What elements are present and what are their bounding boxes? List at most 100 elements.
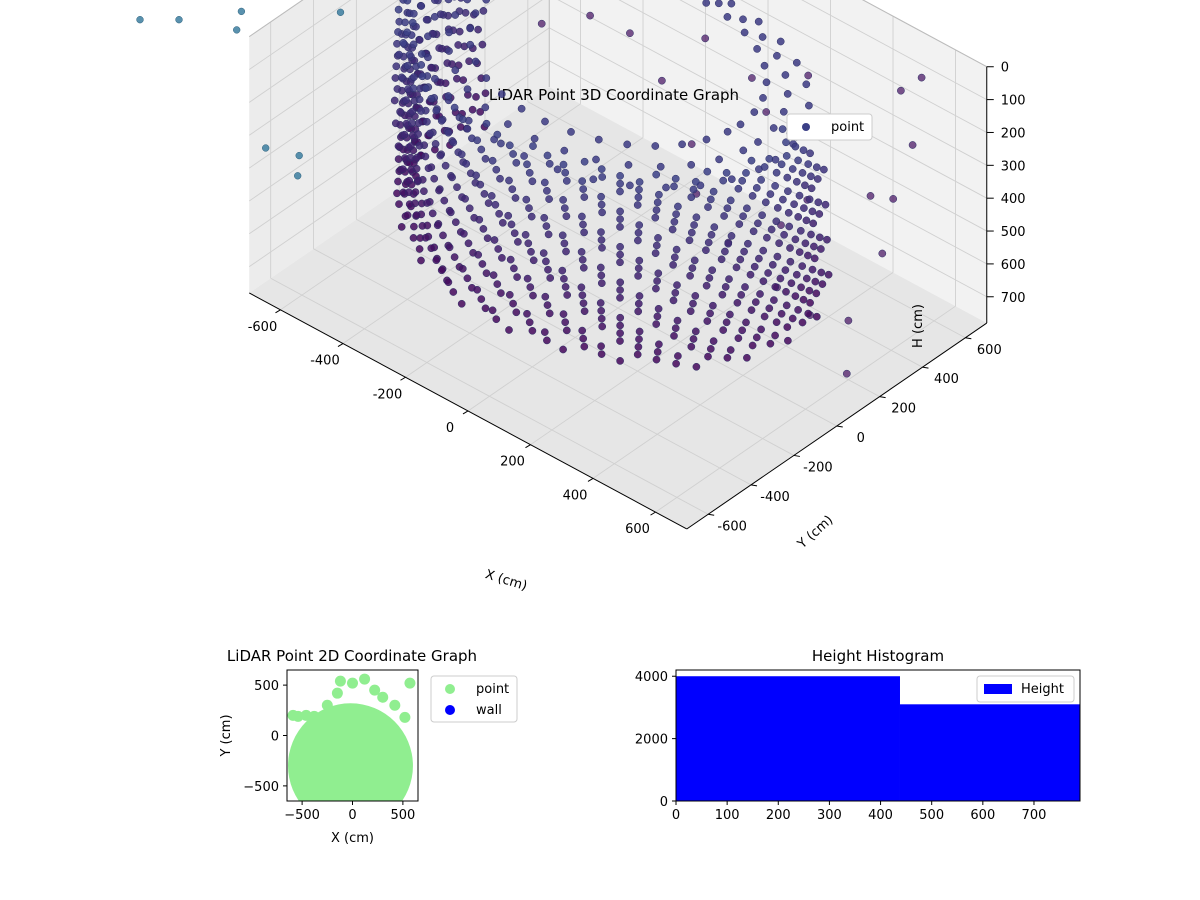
data-point xyxy=(427,63,435,72)
data-point xyxy=(818,280,827,288)
data-point xyxy=(505,290,514,299)
data-point xyxy=(415,36,424,44)
data-point xyxy=(706,195,715,204)
data-point xyxy=(412,211,421,219)
data-point xyxy=(394,155,403,163)
data-point xyxy=(405,176,414,185)
data-point xyxy=(633,350,642,359)
data-point xyxy=(703,317,712,325)
data-point xyxy=(563,291,572,299)
x-tick-label-hist: 700 xyxy=(1022,808,1047,823)
data-point xyxy=(427,244,436,253)
data-point-floor xyxy=(237,7,246,16)
data-point xyxy=(529,142,537,150)
x-tick-label-hist: 0 xyxy=(672,808,680,823)
data-point xyxy=(635,327,644,336)
data-point xyxy=(702,135,711,144)
data-point xyxy=(802,274,811,283)
data-point xyxy=(783,323,792,331)
data-point xyxy=(689,185,698,194)
point-2d xyxy=(308,710,320,722)
data-point xyxy=(598,322,607,331)
data-point xyxy=(597,279,606,288)
data-point xyxy=(817,245,825,253)
data-point xyxy=(908,141,917,149)
data-point xyxy=(674,352,682,360)
data-point xyxy=(792,270,801,279)
y-tick xyxy=(836,425,843,428)
data-point xyxy=(409,84,418,93)
data-point xyxy=(451,11,460,19)
data-point xyxy=(792,177,801,186)
data-point xyxy=(417,61,426,69)
data-point xyxy=(424,53,432,62)
data-point xyxy=(759,94,767,102)
chart-title-3d: LiDAR Point 3D Coordinate Graph xyxy=(489,86,739,104)
data-point xyxy=(526,283,535,291)
data-point xyxy=(777,309,786,318)
data-point xyxy=(465,57,473,66)
data-point xyxy=(462,159,471,168)
data-point xyxy=(654,304,663,313)
data-point xyxy=(726,196,735,205)
data-point xyxy=(672,359,680,368)
data-point xyxy=(510,229,519,238)
data-point xyxy=(792,58,801,67)
data-point xyxy=(823,235,831,244)
point-2d xyxy=(334,675,346,687)
data-point xyxy=(498,218,507,227)
data-point xyxy=(815,233,824,242)
data-point xyxy=(523,274,532,283)
data-point xyxy=(597,342,605,351)
data-point xyxy=(799,295,808,304)
data-point xyxy=(814,198,823,207)
data-point xyxy=(702,0,711,7)
data-point xyxy=(798,318,807,327)
data-point xyxy=(748,192,757,200)
y-tick xyxy=(922,366,929,369)
data-point xyxy=(784,187,792,196)
data-point xyxy=(541,292,550,301)
data-point xyxy=(633,201,642,209)
data-point xyxy=(546,274,555,282)
data-point xyxy=(482,269,491,278)
data-point xyxy=(797,283,805,292)
data-point xyxy=(580,342,589,351)
data-point xyxy=(580,228,588,237)
data-point xyxy=(669,261,677,269)
x-tick xyxy=(400,376,406,381)
y-tick-label: 600 xyxy=(977,343,1002,358)
point-2d xyxy=(292,710,304,722)
data-point xyxy=(708,266,717,275)
data-point xyxy=(746,270,755,279)
data-point xyxy=(527,247,535,256)
point-2d xyxy=(404,677,416,689)
data-point xyxy=(562,177,571,185)
data-point xyxy=(509,299,517,308)
data-point xyxy=(762,108,771,116)
data-point xyxy=(673,281,681,289)
data-point xyxy=(578,177,587,185)
data-point xyxy=(481,103,490,112)
data-point xyxy=(687,140,696,148)
h-tick-label: 700 xyxy=(1001,291,1026,306)
grid-line-y xyxy=(399,189,837,427)
x-axis-label-2d: X (cm) xyxy=(331,831,374,846)
data-point xyxy=(455,27,464,36)
data-point xyxy=(747,156,756,165)
data-point xyxy=(739,212,747,221)
data-point xyxy=(424,32,432,41)
data-point xyxy=(456,123,465,131)
data-point xyxy=(506,255,515,264)
data-point xyxy=(688,264,697,272)
x-tick-label: -400 xyxy=(310,354,340,369)
data-point xyxy=(785,222,794,231)
data-point xyxy=(634,228,643,237)
data-point xyxy=(672,245,681,254)
y-tick-label: -200 xyxy=(803,460,833,475)
data-point xyxy=(790,200,798,209)
data-point xyxy=(539,249,548,257)
y-tick-label: -600 xyxy=(717,519,747,534)
data-point xyxy=(817,268,826,277)
data-point xyxy=(754,17,763,26)
